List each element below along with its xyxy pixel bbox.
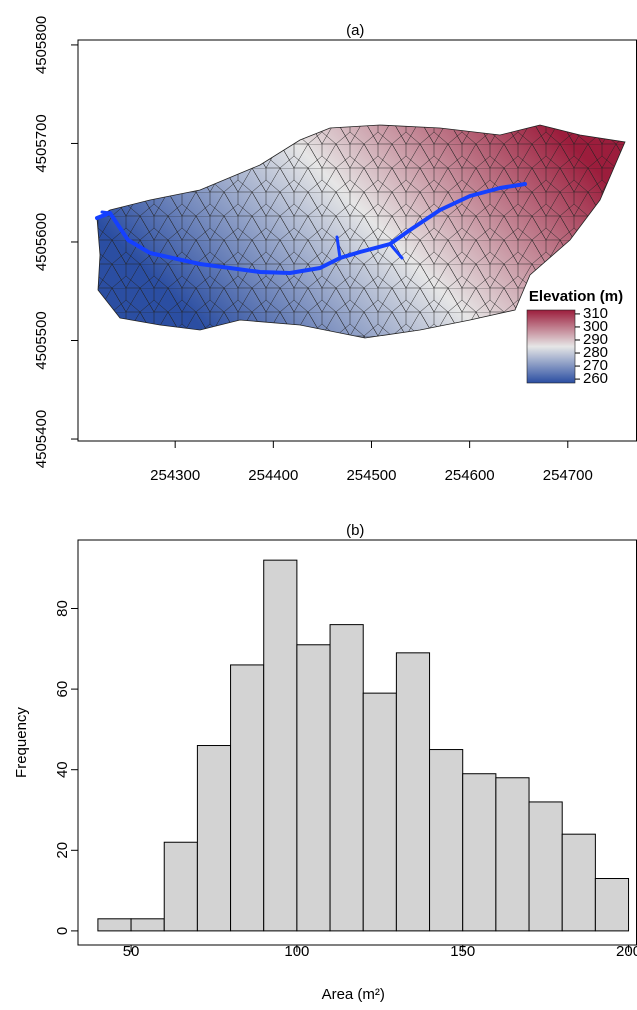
y-tick-label: 20 xyxy=(54,842,71,859)
histogram-bar xyxy=(196,745,232,932)
river-tributary xyxy=(335,235,342,260)
x-tick-label: 100 xyxy=(284,943,309,960)
x-tick-label: 254500 xyxy=(346,467,396,484)
histogram-bar xyxy=(163,841,198,932)
x-axis-label: Area (m²) xyxy=(322,986,385,1003)
y-axis-label: Frequency xyxy=(13,707,30,778)
river-tributary xyxy=(388,242,404,260)
y-tick-label: 0 xyxy=(54,927,71,935)
y-tick-label: 60 xyxy=(54,681,71,698)
y-tick-label: 4505600 xyxy=(33,213,50,271)
river-main xyxy=(95,182,527,275)
histogram-bar xyxy=(429,749,464,932)
colorbar-label: 310 xyxy=(583,305,608,322)
y-tick-label: 80 xyxy=(54,600,71,617)
histogram-bar xyxy=(230,664,265,932)
x-tick-label: 254700 xyxy=(543,467,593,484)
x-tick-label: 50 xyxy=(123,943,140,960)
x-tick-label: 150 xyxy=(450,943,475,960)
histogram-bar xyxy=(263,559,298,932)
x-tick-label: 254300 xyxy=(150,467,200,484)
colorbar-label: 300 xyxy=(583,318,608,335)
colorbar xyxy=(526,309,576,384)
colorbar-label: 270 xyxy=(583,357,608,374)
y-tick-label: 40 xyxy=(54,761,71,778)
histogram-bar xyxy=(296,644,331,932)
histogram-bar xyxy=(462,773,497,932)
colorbar-label: 260 xyxy=(583,370,608,387)
river-tributary xyxy=(100,210,112,215)
colorbar-label: 290 xyxy=(583,331,608,348)
histogram-bar xyxy=(130,918,165,932)
histogram-bar xyxy=(561,833,596,932)
y-tick-label: 4505800 xyxy=(33,16,50,74)
y-tick-label: 4505500 xyxy=(33,311,50,369)
river xyxy=(95,182,527,275)
panel-title: (b) xyxy=(346,522,364,539)
histogram-bar xyxy=(395,652,431,932)
histogram-bar xyxy=(97,918,132,932)
x-tick-label: 254400 xyxy=(248,467,298,484)
y-tick-label: 4505700 xyxy=(33,114,50,172)
histogram-bar xyxy=(594,878,630,932)
catchment-outline xyxy=(96,124,626,339)
colorbar-label: 280 xyxy=(583,344,608,361)
legend-title: Elevation (m) xyxy=(529,288,623,305)
y-tick-label: 4505400 xyxy=(33,410,50,468)
histogram-bar xyxy=(495,777,530,932)
panel-title: (a) xyxy=(346,22,364,39)
x-tick-label: 254600 xyxy=(445,467,495,484)
histogram-bar xyxy=(329,624,364,932)
x-tick-label: 200 xyxy=(616,943,637,960)
histogram-bar xyxy=(362,692,397,932)
histogram-bar xyxy=(528,801,563,932)
